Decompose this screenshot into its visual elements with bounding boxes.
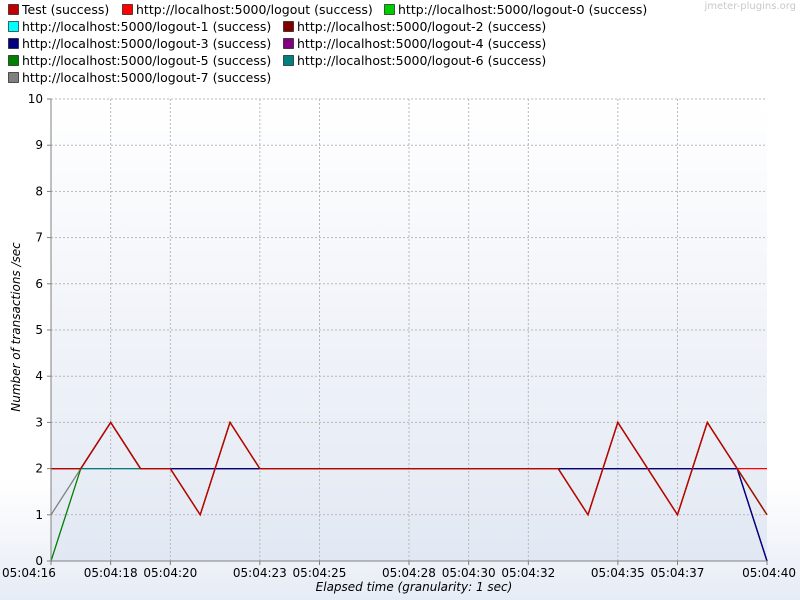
y-axis-title: Number of transactions /sec [9,242,23,412]
x-tick-label: 05:04:30 [442,566,496,580]
x-tick-label: 05:04:23 [233,566,287,580]
legend-label: http://localhost:5000/logout (success) [136,2,373,17]
y-tick-label: 6 [35,277,43,291]
legend-label: http://localhost:5000/logout-5 (success) [22,53,271,68]
legend-label: http://localhost:5000/logout-6 (success) [297,53,546,68]
y-tick-label: 3 [35,415,43,429]
x-axis-ticks: 05:04:16 05:04:18 05:04:20 05:04:23 05:04:25… [2,561,796,580]
y-axis-ticks: 0 1 2 3 4 5 6 7 8 9 10 [28,92,51,568]
x-tick-label: 05:04:25 [293,566,347,580]
legend-label: http://localhost:5000/logout-1 (success) [22,19,271,34]
x-tick-label: 05:04:28 [382,566,436,580]
x-axis-title: Elapsed time (granularity: 1 sec) [316,580,513,594]
grid [51,98,767,561]
y-tick-label: 7 [35,231,43,245]
y-tick-label: 5 [35,323,43,337]
y-tick-label: 1 [35,508,43,522]
legend: Test (success) http://localhost:5000/logo… [8,2,647,85]
legend-item: http://localhost:5000/logout-6 (success) [283,53,546,68]
legend-swatch [8,55,19,66]
y-tick-label: 10 [28,92,43,106]
legend-swatch [8,72,19,83]
legend-item: http://localhost:5000/logout-5 (success) [8,53,271,68]
x-tick-label: 05:04:20 [143,566,197,580]
x-tick-label: 05:04:18 [84,566,138,580]
legend-item: http://localhost:5000/logout-0 (success) [384,2,647,17]
legend-label: Test (success) [21,2,109,17]
legend-item: http://localhost:5000/logout-2 (success) [283,19,546,34]
legend-item: http://localhost:5000/logout-7 (success) [8,70,271,85]
legend-item: http://localhost:5000/logout-3 (success) [8,36,271,51]
x-tick-label: 05:04:40 [742,566,796,580]
legend-item: http://localhost:5000/logout-1 (success) [8,19,271,34]
series-line [51,420,768,517]
series-lines [50,420,768,562]
legend-item: Test (success) [8,2,109,17]
x-tick-label: 05:04:35 [591,566,645,580]
legend-swatch [283,21,294,32]
y-tick-label: 8 [35,184,43,198]
legend-swatch [384,4,395,15]
legend-swatch [8,4,19,15]
legend-label: http://localhost:5000/logout-2 (success) [297,19,546,34]
legend-item: http://localhost:5000/logout-4 (success) [283,36,546,51]
y-tick-label: 2 [35,462,43,476]
y-tick-label: 9 [35,138,43,152]
legend-label: http://localhost:5000/logout-0 (success) [398,2,647,17]
x-tick-label: 05:04:37 [651,566,705,580]
legend-swatch [283,55,294,66]
x-tick-label: 05:04:32 [501,566,555,580]
legend-swatch [283,38,294,49]
watermark: jmeter-plugins.org [703,1,796,12]
y-tick-label: 4 [35,369,43,383]
x-tick-label: 05:04:16 [2,566,56,580]
legend-label: http://localhost:5000/logout-4 (success) [297,36,546,51]
legend-swatch [8,38,19,49]
legend-swatch [8,21,19,32]
legend-label: http://localhost:5000/logout-7 (success) [22,70,271,85]
legend-item: http://localhost:5000/logout (success) [122,2,373,17]
axes [50,99,767,562]
legend-label: http://localhost:5000/logout-3 (success) [22,36,271,51]
legend-swatch [122,4,133,15]
y-tick-label: 0 [35,554,43,568]
